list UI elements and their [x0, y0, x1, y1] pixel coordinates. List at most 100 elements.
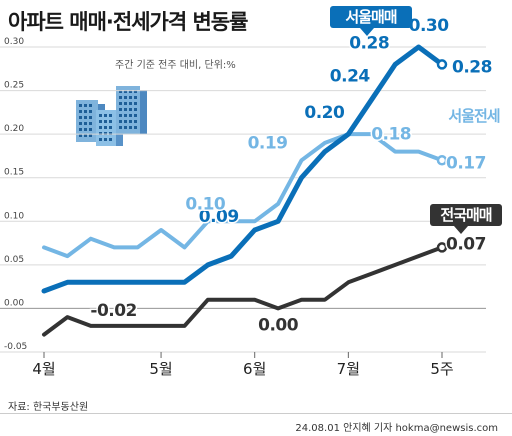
building-window: [79, 134, 82, 137]
data-label: 0.24: [330, 66, 371, 86]
building-window: [119, 126, 122, 129]
series-points: [436, 59, 448, 253]
building-window: [79, 128, 82, 131]
building-window: [119, 114, 122, 117]
y-tick-label: 0.05: [4, 255, 24, 265]
building-window: [109, 138, 112, 141]
series-line-0: [41, 44, 445, 294]
building-window: [104, 138, 107, 141]
legend-1: 서울전세: [440, 105, 508, 127]
building-window: [79, 110, 82, 113]
building-window: [104, 114, 107, 117]
legend-box: [430, 204, 502, 226]
y-axis-ticks: -0.05 0.00 0.05 0.10 0.15 0.20 0.25 0.30: [4, 37, 27, 352]
building-window: [109, 120, 112, 123]
building-window: [84, 110, 87, 113]
building-window: [129, 120, 132, 123]
data-label: 0.00: [258, 315, 299, 335]
x-tick-label: 6월: [243, 360, 266, 378]
y-tick-label: 0.20: [4, 124, 24, 134]
building-window: [84, 134, 87, 137]
building-window: [104, 120, 107, 123]
series-endpoint-0: [436, 59, 448, 70]
building-window: [134, 96, 137, 99]
x-tick-label: 5주: [430, 360, 453, 378]
data-label: 0.07: [446, 234, 486, 254]
building-window: [124, 90, 127, 93]
y-tick-label: 0.30: [4, 37, 24, 47]
y-tick-label: 0.00: [4, 298, 24, 308]
building-window: [104, 126, 107, 129]
legend-label: 전국매매: [440, 206, 491, 224]
x-axis-ticks: 4월 5월 6월 7월 5주: [32, 352, 454, 378]
building-window: [89, 128, 92, 131]
building-window: [129, 114, 132, 117]
building-window: [79, 116, 82, 119]
building-window: [99, 132, 102, 135]
data-label: 0.19: [248, 133, 288, 153]
legend-label: 서울매매: [345, 8, 396, 26]
data-label: 0.30: [409, 16, 450, 36]
building-window: [124, 96, 127, 99]
chart-subtitle: 주간 기준 전주 대비, 단위:%: [115, 60, 236, 71]
building-window: [129, 90, 132, 93]
data-label: 0.20: [304, 103, 345, 123]
building-window: [89, 116, 92, 119]
building-side: [140, 90, 147, 134]
building-window: [79, 104, 82, 107]
legend-label: 서울전세: [448, 107, 499, 125]
building-window: [89, 134, 92, 137]
data-label: 0.10: [185, 194, 226, 214]
legend-box: [330, 6, 412, 28]
y-tick-label: -0.05: [4, 342, 27, 352]
building-window: [99, 120, 102, 123]
credit-line: 24.08.01 안지혜 기자 hokma@newsis.com: [295, 423, 498, 434]
building-window: [109, 114, 112, 117]
x-tick-label: 4월: [32, 360, 55, 378]
data-label: 0.17: [446, 153, 486, 173]
y-tick-label: 0.10: [4, 211, 24, 221]
building-window: [79, 122, 82, 125]
building-window: [134, 90, 137, 93]
gridlines: [0, 46, 486, 353]
building-window: [124, 114, 127, 117]
building-window: [119, 90, 122, 93]
building-window: [119, 120, 122, 123]
series-line-2: [42, 245, 444, 337]
building-window: [134, 120, 137, 123]
x-tick-label: 7월: [337, 360, 360, 378]
building-window: [89, 104, 92, 107]
building-window: [84, 104, 87, 107]
building-window: [119, 96, 122, 99]
building-window: [134, 114, 137, 117]
data-label: 0.18: [371, 125, 411, 145]
building-window: [134, 102, 137, 105]
building-window: [84, 122, 87, 125]
data-label: 0.09: [199, 207, 239, 227]
legend-2: 전국매매: [430, 204, 502, 234]
building-right: [116, 86, 147, 134]
building-window: [84, 128, 87, 131]
series-endpoint-2: [436, 242, 448, 253]
building-window: [124, 102, 127, 105]
series-lines: [41, 44, 445, 337]
source-note: 자료: 한국부동산원: [8, 402, 89, 413]
building-window: [99, 126, 102, 129]
building-window: [134, 126, 137, 129]
building-window: [119, 108, 122, 111]
building-window: [124, 120, 127, 123]
building-window: [99, 114, 102, 117]
building-window: [129, 126, 132, 129]
y-tick-label: 0.25: [4, 81, 24, 91]
legend-0: 서울매매: [330, 6, 412, 36]
legend-pointer: [454, 226, 468, 234]
footer-divider: [0, 413, 512, 414]
chart-title: 아파트 매매·전세가격 변동률: [8, 10, 248, 34]
series-line-1: [42, 132, 444, 259]
building-window: [84, 116, 87, 119]
data-label: 0.28: [452, 57, 492, 77]
apartment-buildings-icon: [76, 86, 147, 146]
